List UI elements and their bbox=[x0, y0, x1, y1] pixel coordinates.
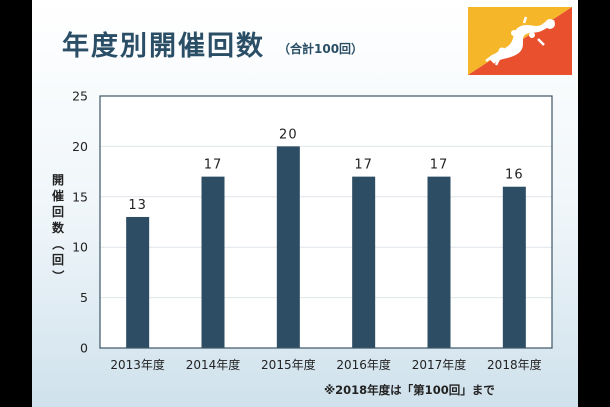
y-tick-label: 25 bbox=[72, 89, 88, 104]
y-tick-label: 5 bbox=[80, 290, 88, 305]
y-axis-label-char: 回 bbox=[51, 253, 64, 267]
y-axis-label-char: 回 bbox=[51, 205, 64, 219]
bar bbox=[352, 176, 376, 348]
x-tick-label: 2014年度 bbox=[186, 357, 241, 372]
x-tick-label: 2017年度 bbox=[412, 357, 467, 372]
x-tick-label: 2013年度 bbox=[110, 357, 165, 372]
bar bbox=[502, 186, 526, 348]
data-label: 13 bbox=[128, 198, 147, 213]
data-label: 17 bbox=[354, 158, 373, 173]
y-axis-label-char: 開 bbox=[51, 173, 64, 187]
y-axis-label-char: 数 bbox=[51, 221, 64, 235]
y-axis-label-char: 催 bbox=[51, 189, 64, 203]
y-tick-label: 15 bbox=[72, 189, 88, 204]
data-label: 17 bbox=[430, 158, 449, 173]
footnote: ※2018年度は「第100回」まで bbox=[324, 383, 495, 397]
plot-area bbox=[100, 96, 552, 348]
bar bbox=[276, 146, 300, 348]
x-tick-label: 2016年度 bbox=[336, 357, 391, 372]
y-tick-label: 20 bbox=[72, 139, 88, 154]
flag-dragon bbox=[485, 16, 555, 66]
x-tick-label: 2015年度 bbox=[261, 357, 316, 372]
bhutan-flag-icon bbox=[468, 7, 572, 75]
y-axis-label: 開催回数（回） bbox=[50, 172, 66, 284]
data-label: 20 bbox=[279, 127, 298, 142]
y-tick-label: 10 bbox=[72, 240, 88, 255]
bar bbox=[126, 216, 150, 348]
data-label: 17 bbox=[204, 158, 223, 173]
y-tick-label: 0 bbox=[80, 341, 88, 356]
chart-title: 年度別開催回数 bbox=[62, 31, 265, 62]
bar bbox=[427, 176, 451, 348]
x-tick-label: 2018年度 bbox=[487, 357, 542, 372]
data-label: 16 bbox=[505, 168, 524, 183]
bar bbox=[201, 176, 225, 348]
chart-subtitle: （合計100回） bbox=[278, 42, 364, 56]
plot-border bbox=[99, 95, 553, 349]
